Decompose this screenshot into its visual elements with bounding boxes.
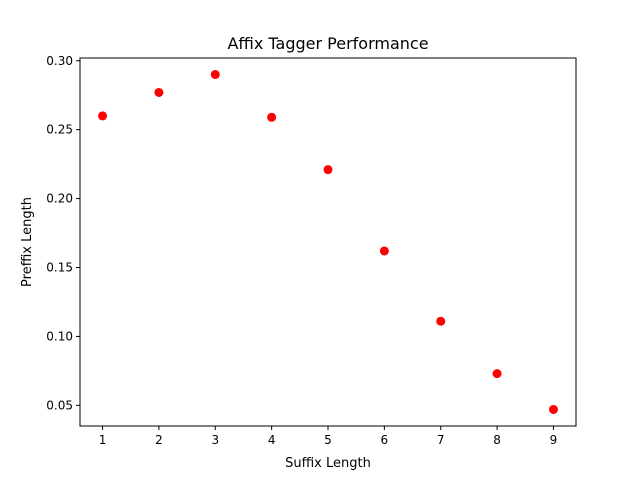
plot-area: 1 2 3 4 5 6 7 8 9 0.05 0.10 0.15 0.20 0.25 0.30 [46, 54, 577, 447]
x-tick-label: 6 [381, 433, 389, 447]
data-point [210, 70, 220, 80]
x-tick-label: 3 [211, 433, 219, 447]
y-tick-label: 0.30 [46, 54, 73, 68]
data-point [98, 111, 108, 121]
y-tick-label: 0.20 [46, 192, 73, 206]
x-tick-label: 5 [324, 433, 332, 447]
y-axis-label: Preffix Length [20, 197, 35, 287]
y-tick-label: 0.05 [46, 398, 73, 412]
x-axis: 1 2 3 4 5 6 7 8 9 [99, 426, 558, 447]
data-point [548, 404, 558, 414]
data-point [379, 246, 389, 256]
y-axis: 0.05 0.10 0.15 0.20 0.25 0.30 [46, 54, 80, 412]
y-tick-label: 0.10 [46, 329, 73, 343]
y-tick-label: 0.25 [46, 123, 73, 137]
data-point [323, 165, 333, 175]
data-point [436, 316, 446, 326]
chart-title: Affix Tagger Performance [227, 34, 428, 53]
y-tick-label: 0.15 [46, 260, 73, 274]
data-point [492, 369, 502, 379]
x-tick-label: 8 [493, 433, 501, 447]
x-tick-label: 9 [550, 433, 558, 447]
x-axis-label: Suffix Length [285, 456, 371, 471]
x-tick-label: 2 [155, 433, 163, 447]
x-tick-label: 7 [437, 433, 445, 447]
x-tick-label: 4 [268, 433, 276, 447]
data-point [267, 112, 277, 122]
x-tick-label: 1 [99, 433, 107, 447]
data-points [98, 70, 558, 414]
data-point [154, 87, 164, 97]
